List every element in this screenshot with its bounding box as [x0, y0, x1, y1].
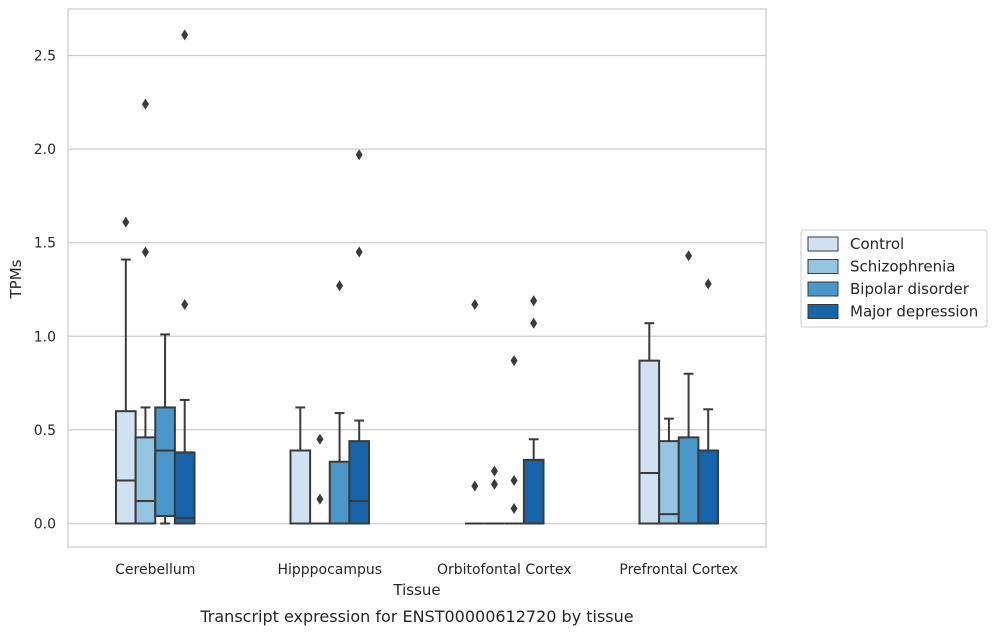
x-axis-label: Tissue [392, 581, 440, 599]
outlier-point [316, 493, 324, 505]
box-cerebellum-schizophrenia [134, 98, 157, 525]
y-axis-ticks: 0.0 0.5 1.0 1.5 2.0 2.5 [34, 49, 56, 533]
iqr-box [154, 406, 176, 518]
box-plot-marks [114, 29, 720, 525]
box-prefrontal-cortex-control [638, 322, 661, 525]
y-tick-label: 1.0 [34, 329, 56, 345]
legend-frame [800, 229, 988, 328]
outlier-point [355, 246, 363, 258]
outlier-point [510, 355, 518, 367]
y-tick-label: 2.5 [34, 49, 56, 65]
box-cerebellum-major-depression [173, 29, 196, 525]
outlier-point [181, 298, 189, 310]
iqr-box [114, 410, 137, 525]
iqr-box [328, 460, 351, 525]
iqr-box [677, 436, 700, 525]
plot-frame [67, 8, 767, 548]
iqr-box [522, 458, 545, 525]
outlier-point [141, 246, 149, 258]
legend: Control Schizophrenia Bipolar disorder Majo… [800, 229, 988, 328]
box-prefrontal-cortex-schizophrenia [658, 417, 680, 525]
box-orbitofontal-cortex-schizophrenia [484, 465, 505, 525]
outlier-point [510, 474, 518, 486]
iqr-box [638, 359, 661, 525]
box-orbitofontal-cortex-control [464, 298, 485, 525]
y-axis-label: TPMs [7, 259, 25, 299]
outlier-point [181, 29, 189, 41]
legend-label: Control [850, 235, 904, 253]
x-tick-label: Cerebellum [115, 562, 195, 578]
y-tick-label: 2.0 [34, 142, 56, 158]
box-prefrontal-cortex-major-depression [697, 278, 720, 525]
legend-label: Major depression [850, 303, 978, 321]
box-hipppocampus-bipolar-disorder [328, 280, 351, 525]
outlier-point [490, 478, 498, 490]
legend-label: Schizophrenia [850, 258, 955, 276]
y-tick-label: 1.5 [34, 236, 56, 252]
legend-swatch [807, 259, 839, 274]
box-hipppocampus-schizophrenia [310, 433, 330, 525]
outlier-point [316, 433, 324, 445]
outlier-point [704, 278, 712, 290]
y-tick-label: 0.0 [34, 517, 56, 533]
legend-label: Bipolar disorder [850, 280, 970, 298]
y-tick-label: 0.5 [34, 423, 56, 439]
outlier-point [530, 295, 538, 307]
box-orbitofontal-cortex-bipolar-disorder [504, 355, 524, 525]
legend-swatch [807, 304, 839, 319]
iqr-box [289, 449, 312, 525]
outlier-point [490, 465, 498, 477]
box-hipppocampus-major-depression [348, 149, 371, 525]
outlier-point [685, 250, 693, 262]
box-cerebellum-bipolar-disorder [154, 333, 176, 525]
iqr-box [134, 436, 157, 525]
legend-swatch [807, 236, 839, 252]
iqr-box [697, 449, 720, 525]
outlier-point [336, 280, 344, 292]
outlier-point [510, 503, 518, 515]
outlier-point [530, 317, 538, 329]
box-cerebellum-control [114, 216, 137, 525]
x-tick-label: Orbitofontal Cortex [437, 562, 572, 578]
outlier-point [471, 480, 479, 492]
legend-swatch [807, 281, 839, 297]
x-tick-label: Prefrontal Cortex [619, 562, 738, 578]
box-hipppocampus-control [289, 406, 312, 525]
outlier-point [355, 149, 363, 161]
x-axis-ticks: Cerebellum Hipppocampus Orbitofontal Corte… [115, 562, 738, 578]
iqr-box [173, 451, 196, 525]
box-orbitofontal-cortex-major-depression [522, 295, 545, 525]
figure-caption: Transcript expression for ENST0000061272… [199, 607, 633, 626]
outlier-point [141, 98, 149, 110]
iqr-box [348, 440, 371, 525]
x-tick-label: Hipppocampus [277, 562, 382, 578]
box-prefrontal-cortex-bipolar-disorder [677, 250, 700, 525]
iqr-box [658, 440, 680, 525]
outlier-point [122, 216, 130, 228]
outlier-point [471, 298, 479, 310]
